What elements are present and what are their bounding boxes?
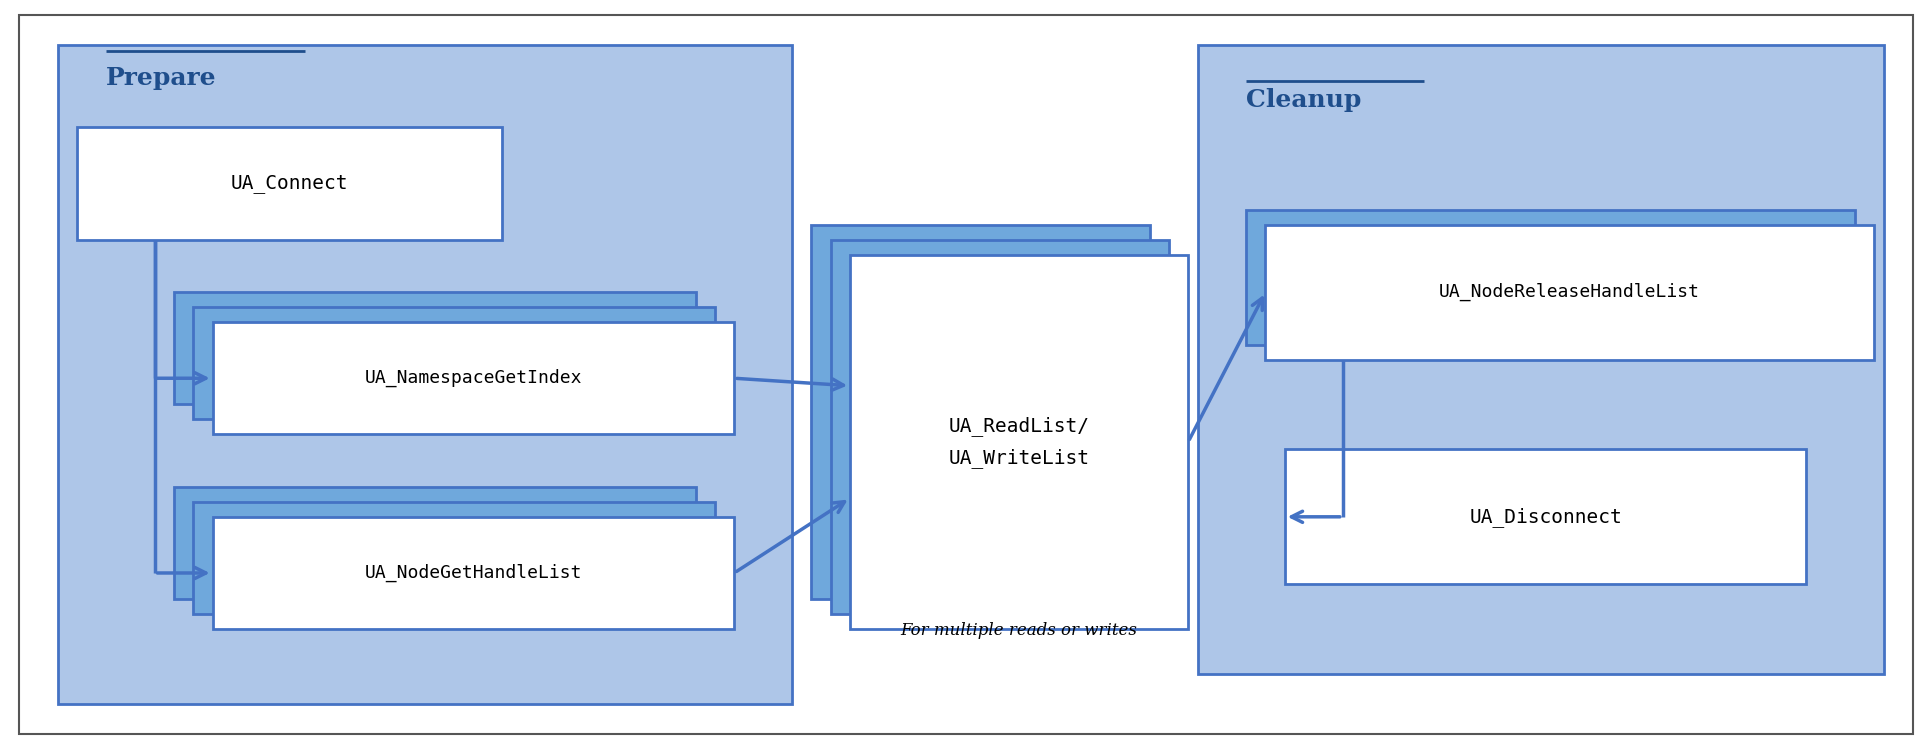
FancyBboxPatch shape <box>174 487 696 599</box>
FancyBboxPatch shape <box>1246 210 1855 345</box>
FancyBboxPatch shape <box>193 502 715 614</box>
Text: UA_NodeReleaseHandleList: UA_NodeReleaseHandleList <box>1439 283 1700 301</box>
Text: UA_NodeGetHandleList: UA_NodeGetHandleList <box>365 564 582 582</box>
Text: Prepare: Prepare <box>106 66 216 90</box>
FancyBboxPatch shape <box>19 15 1913 734</box>
FancyBboxPatch shape <box>831 240 1169 614</box>
FancyBboxPatch shape <box>213 517 734 629</box>
Text: For multiple reads or writes: For multiple reads or writes <box>900 622 1138 639</box>
FancyBboxPatch shape <box>213 322 734 434</box>
FancyBboxPatch shape <box>1198 45 1884 674</box>
Text: UA_NamespaceGetIndex: UA_NamespaceGetIndex <box>365 369 582 387</box>
Text: Cleanup: Cleanup <box>1246 88 1362 112</box>
FancyBboxPatch shape <box>850 255 1188 629</box>
FancyBboxPatch shape <box>1265 225 1874 360</box>
FancyBboxPatch shape <box>58 45 792 704</box>
FancyBboxPatch shape <box>193 307 715 419</box>
FancyBboxPatch shape <box>811 225 1150 599</box>
FancyBboxPatch shape <box>174 292 696 404</box>
Text: UA_Disconnect: UA_Disconnect <box>1468 507 1623 527</box>
Text: UA_ReadList/
UA_WriteList: UA_ReadList/ UA_WriteList <box>949 416 1090 468</box>
FancyBboxPatch shape <box>1285 449 1806 584</box>
FancyBboxPatch shape <box>77 127 502 240</box>
Text: UA_Connect: UA_Connect <box>232 174 348 193</box>
